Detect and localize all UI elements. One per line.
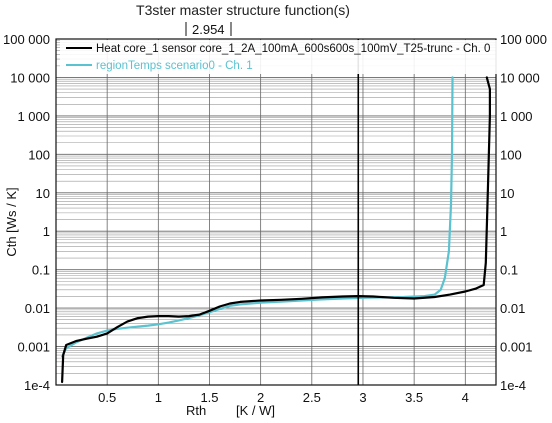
y-tick-label-left: 0.1 xyxy=(32,263,50,278)
legend-label-series-2: regionTemps scenario0 - Ch. 1 xyxy=(96,60,253,72)
y-tick-label-left: 10 000 xyxy=(10,70,50,85)
x-tick-label: 2 xyxy=(257,390,264,405)
plot-frame xyxy=(55,38,497,386)
y-tick-label-left: 10 xyxy=(36,186,50,201)
legend-label-series-1: Heat core_1 sensor core_1_2A_100mA_600s6… xyxy=(96,43,490,55)
y-tick-label-right: 10 000 xyxy=(500,70,540,85)
x-tick-labels: 0.5 1 1.5 2 2.5 3 3.5 4 xyxy=(98,390,469,405)
series-line-1 xyxy=(61,76,491,384)
x-axis-unit: [K / W] xyxy=(236,403,275,418)
y-tick-label-left: 100 000 xyxy=(3,32,50,47)
series-layer xyxy=(61,76,491,384)
y-tick-label-right: 1 xyxy=(500,224,507,239)
y-tick-label-right: 100 xyxy=(500,147,522,162)
x-tick-label: 3.5 xyxy=(405,390,423,405)
y-tick-label-left: 0.001 xyxy=(17,340,50,355)
cursor-value: 2.954 xyxy=(192,22,225,37)
y-tick-label-left: 0.01 xyxy=(25,301,50,316)
x-tick-label: 4 xyxy=(462,390,469,405)
y-tick-labels-left: 1e-4 0.001 0.01 0.1 1 10 100 1 000 10 000 100 000 xyxy=(3,32,50,393)
x-tick-label: 0.5 xyxy=(98,390,116,405)
y-tick-label-right: 0.1 xyxy=(500,263,518,278)
y-tick-label-left: 100 xyxy=(28,147,50,162)
y-tick-label-left: 1 xyxy=(43,224,50,239)
x-tick-label: 3 xyxy=(359,390,366,405)
legend-background xyxy=(60,40,497,74)
y-tick-label-right: 1 000 xyxy=(500,109,533,124)
y-tick-label-right: 0.01 xyxy=(500,301,525,316)
cursor-readout: 2.954 xyxy=(185,22,232,37)
legend: Heat core_1 sensor core_1_2A_100mA_600s6… xyxy=(60,40,497,74)
y-tick-label-right: 0.001 xyxy=(500,340,533,355)
y-tick-label-left: 1e-4 xyxy=(24,378,50,393)
x-axis-label: Rth xyxy=(186,403,206,418)
y-tick-label-right: 100 000 xyxy=(500,32,547,47)
x-tick-label: 2.5 xyxy=(303,390,321,405)
x-tick-label: 1 xyxy=(155,390,162,405)
y-tick-label-right: 1e-4 xyxy=(500,378,526,393)
y-tick-labels-right: 1e-4 0.001 0.01 0.1 1 10 100 1 000 10 000 100 000 xyxy=(500,32,547,393)
y-axis-label: Cth [Ws / K] xyxy=(4,187,19,256)
chart-title: T3ster master structure function(s) xyxy=(136,2,350,18)
series-line-2 xyxy=(61,76,454,358)
x-tick-label: 1.5 xyxy=(200,390,218,405)
y-tick-label-right: 10 xyxy=(500,186,514,201)
y-tick-label-left: 1 000 xyxy=(17,109,50,124)
grid-lines xyxy=(56,39,496,386)
